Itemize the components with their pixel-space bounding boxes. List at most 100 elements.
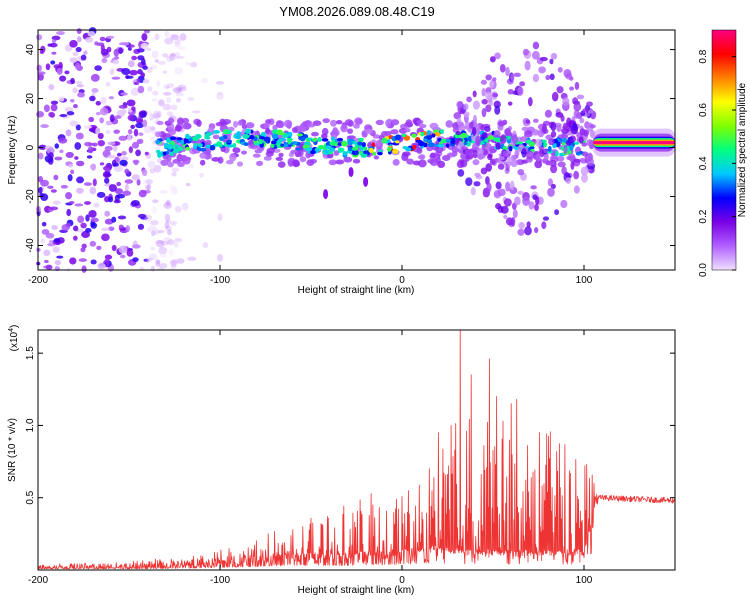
spectrogram-cell: [113, 162, 119, 167]
spectrogram-cell: [472, 159, 480, 166]
spectrogram-cell: [143, 258, 149, 262]
spectrogram-cell: [114, 115, 122, 119]
spectrogram-cell: [395, 140, 400, 144]
spectrogram-cell: [116, 193, 126, 199]
spectrogram-cell: [87, 30, 96, 37]
spectrogram-cell: [150, 37, 156, 43]
spectrogram-cell: [152, 199, 159, 204]
spectrogram-cell: [463, 103, 469, 111]
spectrogram-cell: [510, 73, 515, 82]
spectrogram-cell: [169, 222, 177, 227]
snr-x-tick-label: 100: [576, 575, 593, 586]
spectrogram-cell: [171, 167, 180, 172]
spectrogram-cell: [541, 221, 547, 230]
spectrogram-cell: [454, 138, 460, 146]
spectrogram-cell: [549, 160, 555, 166]
spectrogram-cell: [499, 64, 506, 73]
spectrogram-cell: [347, 135, 356, 140]
spectrogram-cell: [465, 177, 473, 187]
colorbar-gradient: [711, 29, 737, 271]
snr-scale-exp: 4: [8, 328, 15, 332]
snr-y-tick-label: 0.5: [25, 490, 36, 504]
spectrogram-cell: [133, 160, 139, 166]
snr-y-label: SNR (10 * v/v): [7, 418, 18, 482]
spectrogram-cell: [119, 159, 128, 166]
spectrogram-cell: [544, 109, 552, 118]
spectrogram-cell: [141, 33, 148, 41]
spectrogram-cell: [474, 172, 481, 178]
spectrogram-cell: [75, 46, 82, 53]
spectrogram-cell: [77, 92, 85, 98]
spectrogram-cell: [541, 123, 547, 134]
spectrogram-cell: [392, 158, 400, 166]
spectrogram-cell: [105, 129, 111, 135]
spectrogram-cell: [497, 120, 506, 127]
spectrogram-cell: [41, 228, 50, 235]
spectrogram-cell: [534, 203, 539, 212]
spectrogram-cell: [211, 157, 221, 162]
spectrogram-cell: [439, 129, 445, 134]
spectrogram-x-tick-label: 0: [399, 275, 405, 286]
spectrogram-cell: [174, 66, 184, 75]
spectrogram-cell: [464, 149, 473, 155]
spectrogram-cell: [557, 67, 563, 73]
spectrogram-cell: [354, 151, 359, 156]
spectrogram-cell: [104, 210, 111, 217]
spectrogram-cell: [135, 149, 141, 157]
spectrogram-cell: [84, 141, 92, 147]
spectrogram-cell: [172, 258, 180, 265]
spectrogram-cell: [263, 155, 272, 161]
spectrogram-cell: [543, 141, 547, 148]
spectrogram-cell: [348, 167, 354, 178]
spectrogram-cell: [169, 151, 174, 157]
spectrogram-cell: [48, 239, 54, 244]
spectrogram-cell: [505, 181, 511, 192]
spectrogram-cell: [109, 68, 115, 76]
spectrogram-cell: [145, 152, 152, 160]
spectrogram-cell: [166, 137, 171, 143]
spectrogram-cell: [581, 142, 588, 147]
spectrogram-cell: [185, 61, 191, 66]
spectrogram-cell: [218, 136, 225, 142]
spectrogram-cell: [154, 33, 160, 41]
spectrogram-cell: [118, 224, 124, 229]
spectrogram-cell: [150, 265, 155, 272]
spectrogram-cell: [216, 141, 222, 146]
spectrogram-cell: [174, 41, 181, 48]
spectrogram-cell: [517, 190, 524, 195]
spectrogram-cell: [494, 52, 501, 60]
spectrogram-cell: [99, 162, 105, 166]
spectrogram-cell: [265, 119, 272, 124]
spectrogram-cell: [53, 174, 59, 181]
spectrogram-cell: [155, 139, 160, 145]
spectrogram-cell: [555, 150, 559, 157]
spectrogram-cell: [518, 222, 525, 229]
spectrogram-cell: [204, 136, 211, 140]
spectrogram-cell: [480, 79, 488, 85]
spectrogram-cell: [37, 175, 44, 183]
spectrogram-cell: [120, 254, 126, 259]
spectrogram-cell: [164, 220, 170, 229]
spectrogram-y-label: Frequency (Hz): [7, 116, 18, 185]
spectrogram-cell: [234, 135, 242, 140]
spectrogram-cell: [445, 120, 453, 128]
spectrogram-cell: [151, 50, 159, 59]
spectrogram-cell: [517, 168, 525, 176]
spectrogram-cell: [271, 140, 277, 145]
spectrogram-cell: [589, 124, 596, 129]
spectrogram-cell: [192, 110, 201, 114]
spectrogram-cell: [364, 128, 374, 135]
spectrogram-cell: [272, 124, 278, 131]
spectrogram-cell: [547, 178, 553, 187]
spectrogram-cell: [437, 160, 446, 169]
spectrogram-cell: [74, 203, 84, 207]
spectrogram-cell: [65, 222, 71, 228]
spectrogram-cell: [137, 223, 145, 230]
spectrogram-cell: [189, 164, 194, 169]
spectrogram-cell: [259, 136, 265, 140]
spectrogram-cell: [412, 145, 417, 150]
spectrogram-cell: [497, 163, 505, 170]
spectrogram-cell: [43, 259, 49, 264]
spectrogram-cell: [162, 84, 169, 89]
